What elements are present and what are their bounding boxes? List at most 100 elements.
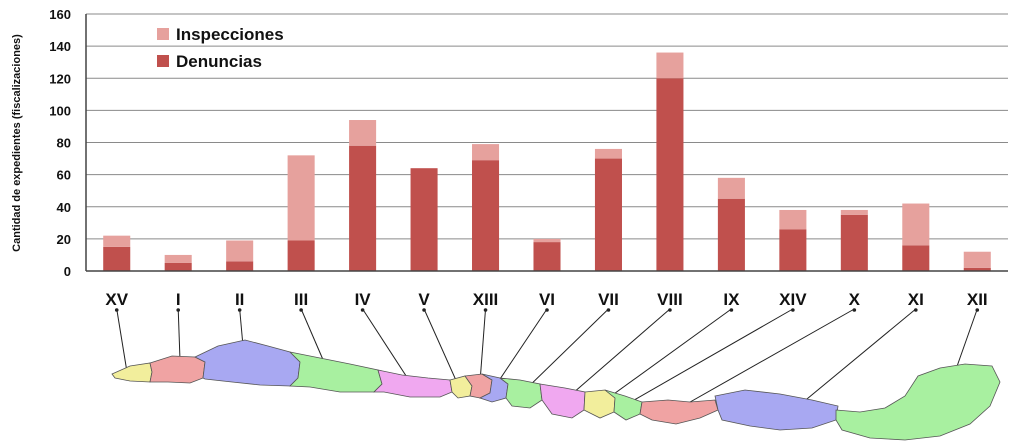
pointer-line-xiv [621,308,794,408]
map-region-iv [373,369,453,398]
category-label-xiv: XIV [779,290,807,309]
bar-inspecciones-xv [103,235,131,247]
bar-denuncias-iv [349,145,377,271]
y-tick-label: 40 [57,200,71,215]
y-tick-label: 0 [64,264,71,279]
bar-inspecciones-xiv [779,209,807,230]
pointer-arrowhead-xi [914,308,918,312]
y-tick-label: 60 [57,168,71,183]
category-label-v: V [418,290,430,309]
pointer-arrowhead-x [852,308,857,312]
map-region-iii [288,351,383,393]
bar-inspecciones-iii [287,155,315,241]
pointer-line-iv [362,308,413,386]
legend-swatch-denuncias [157,55,169,67]
category-label-iv: IV [355,290,372,309]
map-region-xv [111,362,153,383]
y-tick-label: 120 [49,71,71,86]
bars [103,52,991,271]
pointer-line-xi [789,308,917,414]
pointer-arrowhead-vii [606,308,611,312]
pointer-line-viii [564,308,671,401]
category-label-i: I [176,290,181,309]
category-label-x: X [849,290,861,309]
bar-inspecciones-viii [656,52,684,79]
legend: Inspecciones Denuncias [157,25,284,71]
category-label-viii: VIII [657,290,683,309]
pointer-arrowhead-iv [360,308,365,312]
category-label-xv: XV [105,290,128,309]
pointer-line-xv [116,308,128,373]
bar-denuncias-xi [902,245,930,271]
pointer-line-xiii [479,308,487,383]
bar-inspecciones-ii [226,240,254,262]
pointer-arrowhead-ii [237,308,242,312]
y-axis-ticks: 0 20 40 60 80 100 120 140 160 [49,7,71,279]
category-label-ii: II [235,290,244,309]
y-tick-label: 20 [57,232,71,247]
bar-inspecciones-xii [963,251,991,268]
category-label-ix: IX [723,290,740,309]
chile-regions-map [111,339,1001,441]
category-label-xi: XI [908,290,924,309]
bar-inspecciones-vi [533,238,561,243]
legend-swatch-inspecciones [157,28,169,40]
category-label-iii: III [294,290,308,309]
pointer-arrowhead-xiii [483,308,488,312]
category-label-xii: XII [967,290,988,309]
bar-inspecciones-i [164,254,192,263]
map-region-xii [835,363,1001,441]
pointer-arrowhead-ix [729,308,734,312]
bar-denuncias-vii [594,158,622,271]
pointer-line-vi [493,308,548,389]
category-labels: XV I II III IV V XIII VI VII VIII IX XIV X XI XII [105,290,987,309]
map-region-i [149,355,206,384]
bar-denuncias-ix [717,198,745,271]
category-label-vii: VII [598,290,619,309]
pointer-line-iii [300,308,325,363]
gridlines [86,13,1008,240]
pointer-arrowhead-vi [545,308,549,312]
bar-denuncias-x [840,214,868,271]
pointer-arrowhead-i [176,308,180,312]
map-region-viii [539,383,586,419]
pointer-arrowhead-xiv [791,308,795,312]
legend-label-denuncias: Denuncias [176,52,262,71]
pointer-arrowhead-xii [975,308,980,312]
map-region-vii [498,377,543,409]
bar-denuncias-xiii [472,160,500,271]
y-tick-label: 80 [57,136,71,151]
bar-denuncias-iii [287,240,315,271]
pointer-arrowhead-v [422,308,426,312]
pointer-line-xii [954,308,978,373]
bar-denuncias-xv [103,246,131,271]
pointer-line-ix [599,308,732,405]
bar-inspecciones-xiii [472,144,500,161]
y-axis-label: Cantidad de expedientes (fiscalizaciones… [11,34,23,252]
map-region-xiv [604,389,643,421]
bar-denuncias-v [410,168,438,271]
pointer-line-i [177,308,181,361]
pointer-arrowhead-iii [299,308,303,312]
bar-denuncias-xiv [779,229,807,271]
pointer-arrowhead-viii [668,308,672,312]
bar-inspecciones-x [840,209,868,215]
map-region-x [639,399,719,425]
bar-denuncias-xii [963,267,991,271]
pointer-line-vii [521,308,609,394]
region-pointer-lines [114,308,980,414]
bar-denuncias-viii [656,78,684,271]
bar-inspecciones-xi [902,203,930,246]
y-tick-label: 160 [49,7,71,22]
map-region-ii [194,339,301,387]
pointer-line-ii [239,308,244,347]
y-tick-label: 100 [49,103,71,118]
pointer-line-v [423,308,460,388]
bar-denuncias-vi [533,242,561,271]
bar-denuncias-ii [226,261,254,271]
legend-label-inspecciones: Inspecciones [176,25,284,44]
bar-inspecciones-iv [349,120,377,146]
map-region-xi [714,389,839,431]
pointer-arrowhead-xv [114,308,119,312]
